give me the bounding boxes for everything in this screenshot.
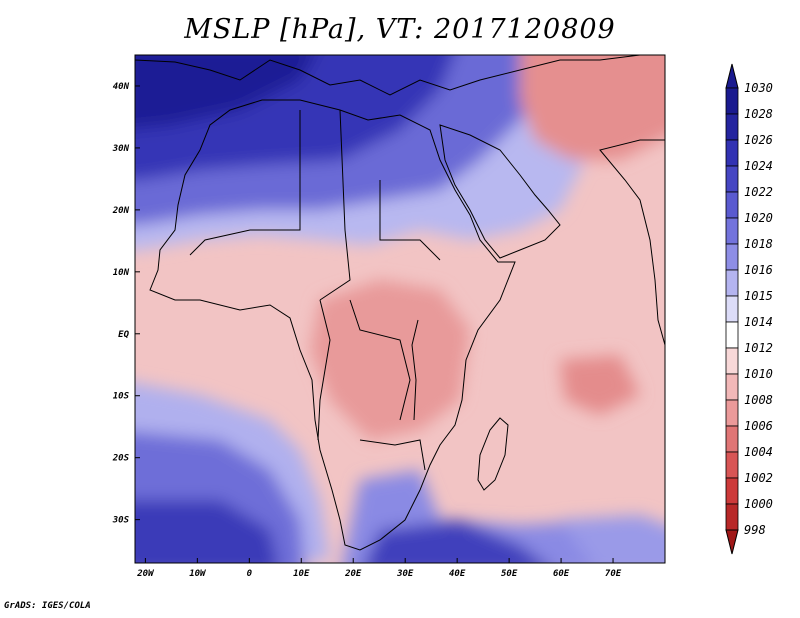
colorbar-swatch (725, 139, 739, 167)
colorbar-swatch (725, 321, 739, 349)
axes: 20W 10W 0 10E 20E 30E 40E 50E 60E 70E 40N 30N 20N 10N… (112, 82, 622, 579)
central-africa-low (310, 280, 470, 440)
colorbar-bottom-arrow (725, 529, 739, 555)
colorbar: 1030 1028 1026 1024 1022 1020 1018 1016 1015 1014… (725, 63, 773, 555)
grads-credit: GrADS: IGES/COLA (4, 601, 91, 611)
europe-coastline (135, 55, 641, 96)
arabia-coastline (439, 124, 561, 259)
x-tick-label: 30E (396, 569, 414, 579)
pressure-field (135, 55, 665, 563)
colorbar-swatch (725, 399, 739, 427)
colorbar-swatch (725, 295, 739, 323)
x-tick-label: 50E (501, 569, 518, 579)
y-tick-label: 20N (112, 206, 130, 216)
colorbar-label: 1024 (744, 159, 773, 173)
colorbar-label: 1030 (744, 81, 773, 95)
africa-coastline (149, 99, 516, 551)
y-tick-label: EQ (118, 330, 129, 340)
colorbar-label: 1016 (744, 263, 773, 277)
x-tick-label: 40E (449, 569, 466, 579)
colorbar-label: 1004 (744, 445, 773, 459)
y-tick-label: 30S (112, 516, 130, 526)
colorbar-label: 1002 (744, 471, 773, 485)
colorbar-label: 1018 (744, 237, 773, 251)
y-tick-label: 40N (113, 82, 130, 92)
colorbar-swatch (725, 243, 739, 271)
colorbar-swatch (725, 503, 739, 531)
colorbar-swatch (725, 451, 739, 479)
indian-ocean-low (560, 355, 640, 415)
colorbar-label: 998 (744, 523, 766, 537)
colorbar-swatch (725, 425, 739, 453)
colorbar-swatch (725, 347, 739, 375)
y-tick-label: 10S (113, 392, 130, 402)
x-tick-label: 0 (247, 569, 253, 579)
colorbar-swatch (725, 217, 739, 245)
colorbar-label: 1014 (744, 315, 773, 329)
madagascar-coastline (477, 417, 509, 491)
map-title: MSLP [hPa], VT: 2017120809 (184, 14, 616, 45)
y-tick-label: 10N (113, 268, 130, 278)
coastlines (135, 55, 665, 551)
colorbar-label: 1015 (744, 289, 773, 303)
colorbar-swatch (725, 165, 739, 193)
x-tick-label: 70E (605, 569, 622, 579)
y-tick-label: 30N (112, 144, 130, 154)
colorbar-label: 1028 (744, 107, 773, 121)
x-tick-label: 10E (293, 569, 310, 579)
colorbar-label: 1006 (744, 419, 773, 433)
colorbar-label: 1012 (744, 341, 773, 355)
colorbar-label: 1010 (744, 367, 773, 381)
x-tick-label: 20E (344, 569, 362, 579)
colorbar-swatch (725, 113, 739, 141)
y-tick-label: 20S (112, 454, 130, 464)
colorbar-swatch (725, 269, 739, 297)
x-tick-label: 60E (553, 569, 570, 579)
x-tick-label: 10W (189, 569, 207, 579)
x-tick-label: 20W (136, 569, 155, 579)
india-coastline (599, 139, 665, 346)
middle-east-low (520, 55, 665, 160)
colorbar-label: 1022 (744, 185, 773, 199)
colorbar-label: 1000 (744, 497, 773, 511)
colorbar-label: 1026 (744, 133, 773, 147)
colorbar-swatch (725, 477, 739, 505)
colorbar-label: 1020 (744, 211, 773, 225)
colorbar-label: 1008 (744, 393, 773, 407)
colorbar-top-arrow (725, 63, 739, 89)
colorbar-swatch (725, 191, 739, 219)
colorbar-swatch (725, 373, 739, 401)
colorbar-swatch (725, 87, 739, 115)
plot-frame (134, 54, 666, 564)
